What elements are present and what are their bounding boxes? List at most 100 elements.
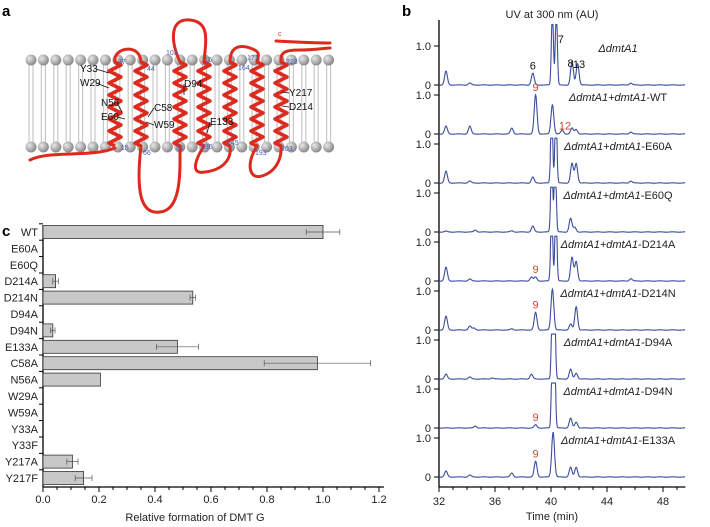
chromatogram-y-title: UV at 300 nm (AU) [506, 9, 599, 21]
trace-name-strain: ΔdmtA1+dmtA1 [559, 288, 637, 300]
trace-name: ΔdmtA1+dmtA1-D214A [560, 239, 676, 251]
lipid-head [261, 54, 273, 66]
y-tick-label: 1.0 [416, 433, 431, 445]
transmembrane-helix [172, 60, 188, 148]
lipid-head [236, 54, 248, 66]
y-tick-label: 1.0 [416, 237, 431, 249]
chromatogram-trace: 0 1.0 ΔdmtA1+dmtA1-E60A [416, 137, 686, 190]
trace-name-strain: ΔdmtA1+dmtA1 [560, 239, 638, 251]
category-label-c58a: C58A [10, 358, 38, 370]
chromatogram-x-label: Time (min) [526, 511, 578, 523]
category-label-e60q: E60Q [10, 260, 39, 272]
residue-label-n56: N56 [101, 98, 120, 109]
residue-pointer [116, 116, 126, 120]
trace-line [439, 382, 686, 429]
position-number: 44 [147, 66, 155, 73]
lipid-head [161, 141, 173, 153]
x-tick-label: 48 [657, 496, 669, 508]
lipid-head [186, 54, 198, 66]
peak-label: 7 [558, 34, 564, 46]
lipid-head [62, 54, 74, 66]
trace-name-variant: -E60Q [641, 190, 673, 202]
transmembrane-helix [196, 60, 212, 148]
trace-name-strain: ΔdmtA1+dmtA1 [562, 386, 640, 398]
trace-line [439, 235, 686, 282]
y-tick-label: 1.0 [416, 139, 431, 151]
trace-name-variant: -D214N [638, 288, 676, 300]
lipid-head [25, 54, 37, 66]
category-label-e60a: E60A [11, 243, 39, 255]
trace-name-variant: -D94A [641, 337, 673, 349]
category-label-w29a: W29A [8, 391, 39, 403]
trace-line [439, 93, 686, 135]
trace-line [439, 432, 686, 478]
residue-pointer [281, 105, 290, 108]
lipid-head [161, 54, 173, 66]
lipid-head [124, 141, 136, 153]
lipid-head [310, 141, 322, 153]
lipid-head [285, 54, 297, 66]
bar-n56a [42, 372, 101, 387]
trace-name-variant: -E133A [638, 435, 675, 447]
residue-label-d94: D94 [184, 79, 203, 90]
transmembrane-helix [273, 60, 289, 148]
y-tick-label: 1.0 [416, 335, 431, 347]
position-number: 81 [176, 145, 184, 152]
category-label-wt: WT [21, 227, 38, 239]
category-label-y217a: Y217A [5, 457, 39, 469]
x-tick-label: 32 [433, 496, 445, 508]
position-number: 116 [201, 57, 212, 64]
trace-name-variant: -D94N [641, 386, 673, 398]
panel-b-label: b [402, 3, 411, 20]
lipid-head [323, 141, 335, 153]
lipid-head [236, 141, 248, 153]
trace-line [439, 333, 686, 380]
residue-label-e60: E60 [101, 112, 119, 123]
lipid-head [261, 141, 273, 153]
loop-segment [113, 47, 143, 64]
chromatogram-trace: 0 1.0 ΔdmtA1+dmtA1-E60Q [416, 186, 686, 239]
chromatogram-trace: 0 1.0 ΔdmtA1+dmtA1-D94N 9 [416, 382, 686, 435]
trace-name: ΔdmtA1+dmtA1-WT [568, 92, 667, 104]
lipid-head [298, 54, 310, 66]
trace-name-strain: ΔdmtA1+dmtA1 [562, 190, 640, 202]
lipid-head [124, 54, 136, 66]
position-number: 145 [227, 140, 239, 147]
position-number: 164 [238, 65, 250, 72]
residue-label-y217: Y217 [289, 88, 313, 99]
y-tick-label: 0 [425, 423, 431, 435]
category-label-d94a: D94A [10, 309, 38, 321]
trace-name: ΔdmtA1+dmtA1-D94A [563, 337, 673, 349]
lipid-head [99, 54, 111, 66]
residue-label-w59: W59 [154, 120, 175, 131]
y-tick-label: 0 [425, 472, 431, 484]
position-number: 15 [121, 145, 129, 152]
trace-name: ΔdmtA1 [597, 43, 637, 55]
lipid-head [211, 141, 223, 153]
position-number: 203 [281, 146, 293, 153]
residue-pointer [145, 121, 155, 126]
loop-segment [228, 45, 260, 64]
lipid-head [211, 54, 223, 66]
loop-segment [279, 46, 332, 64]
x-tick-label: 0.2 [91, 494, 106, 506]
peak-label: 12 [559, 120, 571, 132]
category-label-d214a: D214A [4, 276, 38, 288]
lipid-head [87, 141, 99, 153]
loop-segment [194, 144, 232, 174]
panel-c-label: c [2, 223, 10, 240]
c-terminus-label: c [278, 31, 282, 38]
y-tick-label: 1.0 [416, 188, 431, 200]
panel-a-label: a [2, 3, 11, 20]
bar-d214n [42, 290, 194, 305]
y-tick-label: 0 [425, 374, 431, 386]
peak-label: 6 [530, 60, 536, 72]
peak-label: 13 [573, 59, 585, 71]
loop-segment [274, 39, 332, 45]
lipid-head [149, 141, 161, 153]
y-tick-label: 0 [425, 325, 431, 337]
residue-pointer [95, 82, 110, 89]
